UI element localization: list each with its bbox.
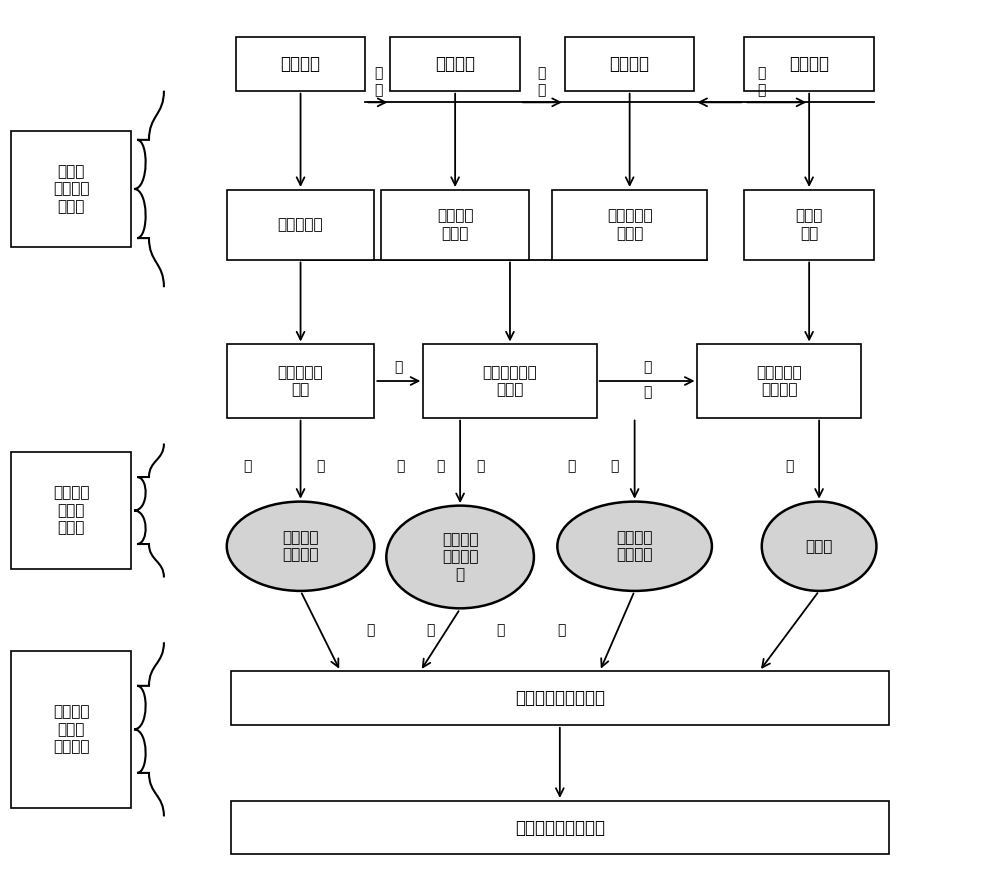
- Text: 孔、洞、
缝跨尺
度融合: 孔、洞、 缝跨尺 度融合: [53, 486, 89, 536]
- Ellipse shape: [386, 505, 534, 608]
- Text: 储渗介质相三维建模: 储渗介质相三维建模: [515, 689, 605, 707]
- Text: 建: 建: [496, 624, 504, 637]
- Text: 裂缝相关
储渗介质: 裂缝相关 储渗介质: [616, 530, 653, 563]
- Text: 点: 点: [394, 360, 402, 375]
- Text: 线: 线: [643, 360, 652, 375]
- Text: 趋势面: 趋势面: [805, 538, 833, 554]
- Text: 等: 等: [244, 459, 252, 473]
- FancyBboxPatch shape: [11, 651, 131, 807]
- FancyBboxPatch shape: [565, 37, 694, 90]
- Text: 化: 化: [785, 459, 793, 473]
- Text: 和: 和: [476, 459, 484, 473]
- Text: 机: 机: [426, 624, 434, 637]
- Text: 渗: 渗: [396, 459, 404, 473]
- Text: 显微孔、缝: 显微孔、缝: [278, 217, 323, 232]
- FancyBboxPatch shape: [236, 37, 365, 90]
- Text: 孔、洞、缝三维分布: 孔、洞、缝三维分布: [515, 819, 605, 837]
- Text: 断裂、
溶洞: 断裂、 溶洞: [795, 209, 823, 241]
- FancyBboxPatch shape: [390, 37, 520, 90]
- Text: 显微观测: 显微观测: [281, 55, 321, 73]
- Text: 岩心描述: 岩心描述: [435, 55, 475, 73]
- FancyBboxPatch shape: [227, 344, 374, 418]
- Text: 模: 模: [558, 624, 566, 637]
- Text: 随: 随: [366, 624, 375, 637]
- Ellipse shape: [557, 502, 712, 591]
- FancyBboxPatch shape: [552, 190, 707, 260]
- Ellipse shape: [227, 502, 374, 591]
- Text: 散: 散: [610, 459, 619, 473]
- Text: 宏观孔、洞、
缝模式: 宏观孔、洞、 缝模式: [483, 365, 537, 397]
- Text: 井剖面孔、
洞、缝: 井剖面孔、 洞、缝: [607, 209, 652, 241]
- Text: 面: 面: [643, 385, 652, 400]
- FancyBboxPatch shape: [11, 452, 131, 569]
- Text: 微观孔、缝
模式: 微观孔、缝 模式: [278, 365, 323, 397]
- FancyBboxPatch shape: [744, 37, 874, 90]
- Text: 岩心孔、
洞、缝: 岩心孔、 洞、缝: [437, 209, 473, 241]
- FancyBboxPatch shape: [423, 344, 597, 418]
- Ellipse shape: [762, 502, 876, 591]
- FancyBboxPatch shape: [231, 801, 889, 855]
- Text: 溶洞相关
储渗介质
相: 溶洞相关 储渗介质 相: [442, 532, 478, 582]
- FancyBboxPatch shape: [381, 190, 529, 260]
- Text: 多尺度
孔、洞、
缝识别: 多尺度 孔、洞、 缝识别: [53, 164, 89, 214]
- FancyBboxPatch shape: [11, 131, 131, 247]
- Text: 流: 流: [436, 459, 444, 473]
- Text: 测井解释: 测井解释: [610, 55, 650, 73]
- Text: 标
定: 标 定: [538, 66, 546, 97]
- Text: 地震分析: 地震分析: [789, 55, 829, 73]
- Text: 标
定: 标 定: [374, 66, 383, 97]
- FancyBboxPatch shape: [744, 190, 874, 260]
- Text: 验
证: 验 证: [757, 66, 765, 97]
- Text: 断裂、溶洞
分布规律: 断裂、溶洞 分布规律: [756, 365, 802, 397]
- FancyBboxPatch shape: [227, 190, 374, 260]
- Text: 孔隙相关
储渗介质: 孔隙相关 储渗介质: [282, 530, 319, 563]
- FancyBboxPatch shape: [697, 344, 861, 418]
- Text: 孔、洞、
缝三维
分布表征: 孔、洞、 缝三维 分布表征: [53, 704, 89, 754]
- FancyBboxPatch shape: [231, 671, 889, 725]
- Text: 效: 效: [316, 459, 325, 473]
- Text: 离: 离: [568, 459, 576, 473]
